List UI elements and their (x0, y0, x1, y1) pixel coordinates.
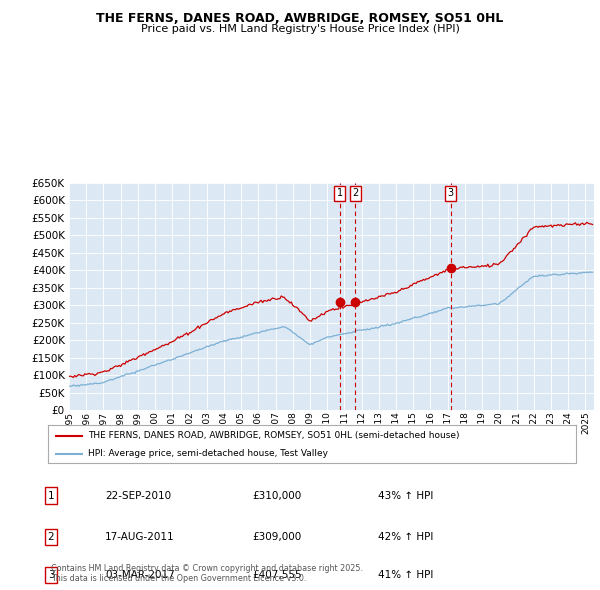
Text: 41% ↑ HPI: 41% ↑ HPI (378, 571, 433, 580)
Text: 2: 2 (47, 532, 55, 542)
Text: 1: 1 (47, 491, 55, 500)
Text: £407,555: £407,555 (252, 571, 302, 580)
Text: Contains HM Land Registry data © Crown copyright and database right 2025.
This d: Contains HM Land Registry data © Crown c… (51, 563, 363, 583)
Text: 42% ↑ HPI: 42% ↑ HPI (378, 532, 433, 542)
Text: 03-MAR-2017: 03-MAR-2017 (105, 571, 175, 580)
Text: HPI: Average price, semi-detached house, Test Valley: HPI: Average price, semi-detached house,… (88, 449, 328, 458)
Text: £310,000: £310,000 (252, 491, 301, 500)
Text: 22-SEP-2010: 22-SEP-2010 (105, 491, 171, 500)
Text: 3: 3 (47, 571, 55, 580)
Text: Price paid vs. HM Land Registry's House Price Index (HPI): Price paid vs. HM Land Registry's House … (140, 24, 460, 34)
Text: 3: 3 (448, 188, 454, 198)
Text: 1: 1 (337, 188, 343, 198)
Text: 2: 2 (352, 188, 358, 198)
Text: THE FERNS, DANES ROAD, AWBRIDGE, ROMSEY, SO51 0HL (semi-detached house): THE FERNS, DANES ROAD, AWBRIDGE, ROMSEY,… (88, 431, 459, 440)
Text: 17-AUG-2011: 17-AUG-2011 (105, 532, 175, 542)
Text: THE FERNS, DANES ROAD, AWBRIDGE, ROMSEY, SO51 0HL: THE FERNS, DANES ROAD, AWBRIDGE, ROMSEY,… (97, 12, 503, 25)
Text: £309,000: £309,000 (252, 532, 301, 542)
Text: 43% ↑ HPI: 43% ↑ HPI (378, 491, 433, 500)
